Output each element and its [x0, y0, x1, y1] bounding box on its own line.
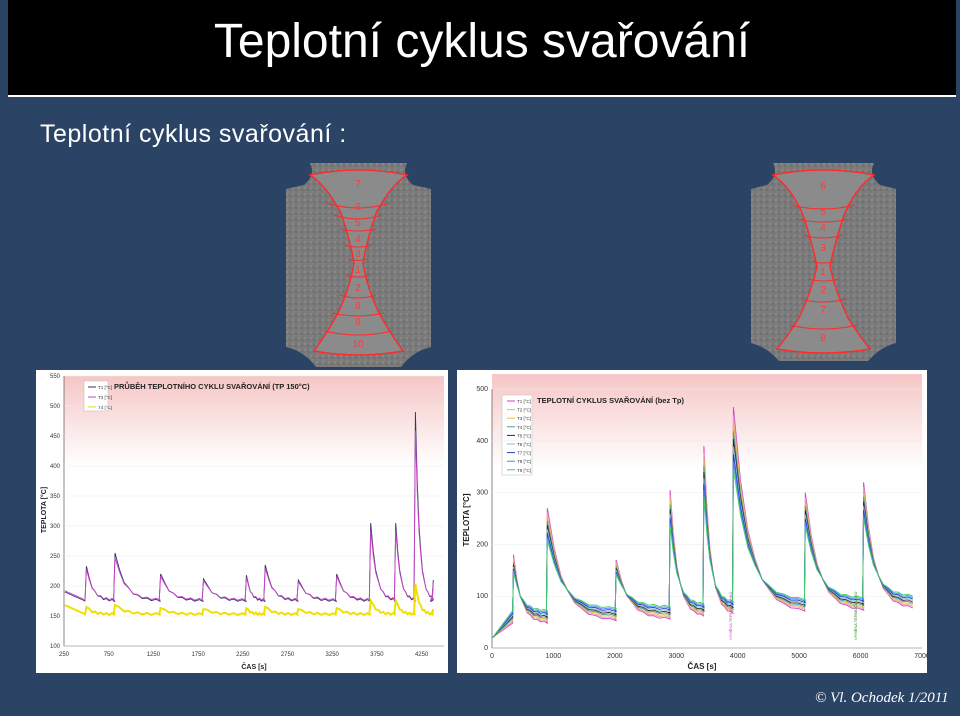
pass-label: 6 — [820, 181, 826, 192]
pass-label: 4 — [355, 234, 361, 245]
pass-label: 3 — [820, 243, 826, 254]
y-tick-label: 400 — [50, 464, 61, 470]
annotation: VYMĚNA TERMOČLÁNKŮ — [853, 592, 858, 640]
slide-subtitle: Teplotní cyklus svařování : — [40, 120, 347, 148]
legend-label: T1 [°C] — [98, 385, 112, 390]
pass-label: 5 — [355, 218, 361, 229]
y-tick-label: 250 — [50, 554, 61, 560]
legend-label: T3 [°C] — [517, 416, 531, 421]
weld-macro-right-drawing: 6 5 4 3 1 2 7 8 — [751, 163, 896, 361]
x-tick-label: 2000 — [607, 653, 623, 660]
y-tick-label: 0 — [484, 645, 488, 652]
title-bar: Teplotní cyklus svařování — [8, 0, 956, 97]
legend-label: T9 [°C] — [517, 468, 531, 473]
x-tick-label: 2750 — [281, 652, 295, 658]
series-line — [492, 468, 913, 638]
slide-title: Teplotní cyklus svařování — [213, 15, 751, 68]
y-tick-label: 200 — [50, 584, 61, 590]
x-axis-label: ČAS [s] — [688, 662, 717, 671]
pass-label: 7 — [355, 179, 361, 190]
series-line — [64, 583, 435, 617]
annotation: VYMĚNA TERMOČLÁNKŮ — [728, 592, 733, 640]
y-axis-label: TEPLOTA [°C] — [462, 493, 471, 546]
x-tick-label: 4250 — [415, 652, 429, 658]
y-tick-label: 550 — [50, 374, 61, 380]
pass-label: 6 — [355, 202, 361, 213]
pass-label: 7 — [820, 305, 826, 316]
x-tick-label: 1000 — [546, 653, 562, 660]
y-tick-label: 400 — [476, 438, 488, 445]
pass-label: 8 — [820, 333, 826, 344]
legend-label: T1 [°C] — [517, 399, 531, 404]
legend-label: T5 [°C] — [517, 433, 531, 438]
y-tick-label: 500 — [50, 404, 61, 410]
pass-label: 2 — [820, 285, 826, 296]
y-axis-label: TEPLOTA [°C] — [40, 487, 48, 533]
x-tick-label: 750 — [104, 652, 115, 658]
legend-label: T2 [°C] — [517, 408, 531, 413]
pass-label: 5 — [820, 207, 826, 218]
x-tick-label: 2250 — [236, 652, 250, 658]
pass-label: 8 — [355, 301, 361, 312]
y-tick-label: 300 — [476, 490, 488, 497]
x-tick-label: 0 — [490, 653, 494, 660]
chart-right-svg: TEPLOTNÍ CYKLUS SVAŘOVÁNÍ (bez Tp) T1 [°… — [462, 374, 930, 671]
y-tick-label: 200 — [476, 541, 488, 548]
chart-left-svg: PRŮBĚH TEPLOTNÍHO CYKLU SVAŘOVÁNÍ (TP 15… — [40, 374, 444, 671]
legend-label: T4 [°C] — [517, 425, 531, 430]
pass-label: 1 — [355, 265, 361, 276]
chart-title: TEPLOTNÍ CYKLUS SVAŘOVÁNÍ (bez Tp) — [537, 396, 684, 405]
legend-label: T7 [°C] — [517, 451, 531, 456]
legend-label: T6 [°C] — [517, 442, 531, 447]
x-tick-label: 4000 — [730, 653, 746, 660]
y-tick-label: 100 — [476, 593, 488, 600]
x-tick-label: 3250 — [326, 652, 340, 658]
x-tick-label: 6000 — [853, 653, 869, 660]
weld-macro-left-drawing: 7 6 5 4 3 1 2 8 9 10 — [286, 163, 431, 367]
footer-credit: © Vl. Ochodek 1/2011 — [815, 690, 949, 706]
legend-label: T3 [°C] — [98, 395, 112, 400]
x-tick-label: 1250 — [147, 652, 161, 658]
y-tick-label: 500 — [476, 386, 488, 393]
x-axis-label: ČAS [s] — [241, 662, 266, 671]
y-tick-label: 100 — [50, 644, 61, 650]
pass-label: 1 — [820, 267, 826, 278]
weld-macro-left: 7 6 5 4 3 1 2 8 9 10 — [286, 163, 431, 367]
x-tick-label: 250 — [59, 652, 70, 658]
pass-label: 2 — [355, 283, 361, 294]
pass-label: 10 — [352, 339, 364, 350]
x-tick-label: 3750 — [370, 652, 384, 658]
weld-macro-right: 6 5 4 3 1 2 7 8 — [751, 163, 896, 361]
x-tick-label: 5000 — [791, 653, 807, 660]
pass-label: 3 — [355, 249, 361, 260]
x-tick-label: 7000 — [914, 653, 927, 660]
x-tick-label: 3000 — [668, 653, 684, 660]
pass-label: 4 — [820, 223, 826, 234]
pass-label: 9 — [355, 317, 361, 328]
legend-label: T4 [°C] — [98, 405, 112, 410]
legend-label: T8 [°C] — [517, 459, 531, 464]
x-tick-label: 1750 — [191, 652, 205, 658]
chart-left: PRŮBĚH TEPLOTNÍHO CYKLU SVAŘOVÁNÍ (TP 15… — [36, 370, 448, 673]
y-tick-label: 300 — [50, 524, 61, 530]
chart-title: PRŮBĚH TEPLOTNÍHO CYKLU SVAŘOVÁNÍ (TP 15… — [114, 381, 310, 391]
y-tick-label: 150 — [50, 614, 61, 620]
y-tick-label: 450 — [50, 434, 61, 440]
y-tick-label: 350 — [50, 494, 61, 500]
chart-right: TEPLOTNÍ CYKLUS SVAŘOVÁNÍ (bez Tp) T1 [°… — [457, 370, 930, 673]
